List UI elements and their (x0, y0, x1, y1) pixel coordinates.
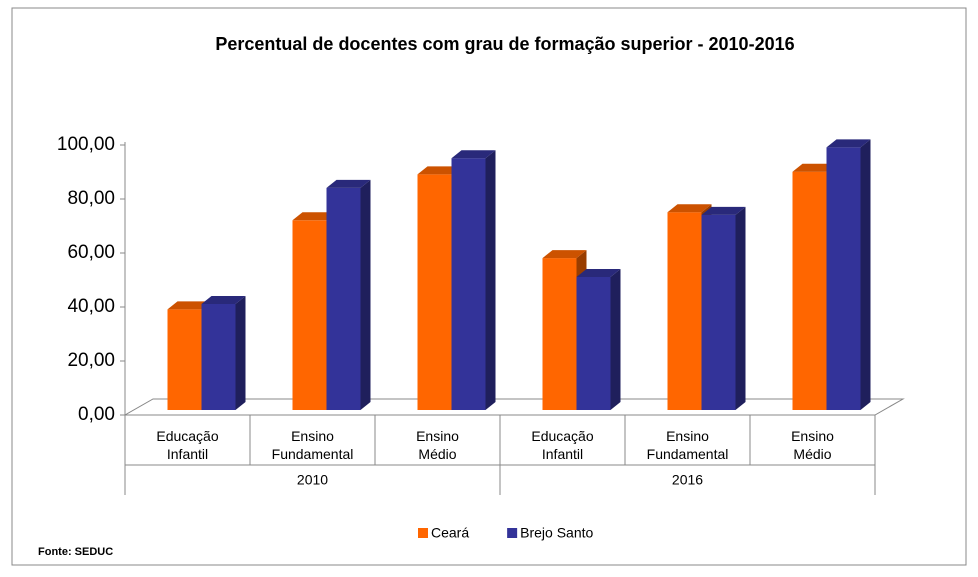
bar (576, 269, 621, 410)
bar-top (326, 179, 371, 188)
bar-side (360, 179, 371, 410)
bar-top (451, 150, 496, 159)
x-tick-label: Ensino Fundamental (647, 428, 729, 462)
bar (451, 150, 496, 410)
bar-top (792, 163, 837, 172)
bar-top (667, 204, 712, 213)
legend-label: Brejo Santo (520, 525, 593, 541)
y-tick-label: 80,00 (67, 188, 115, 209)
bar-top (167, 301, 212, 310)
bar-front (167, 309, 202, 410)
bar-side (485, 150, 496, 410)
group-label: 2016 (672, 472, 703, 488)
bar-top (417, 166, 462, 175)
x-tick-label: Educação Infantil (156, 428, 218, 462)
group-label: 2010 (297, 472, 328, 488)
bar (826, 139, 871, 410)
legend-swatch (418, 528, 428, 538)
bar-front (201, 304, 236, 410)
y-tick-label: 0,00 (78, 404, 115, 425)
bar (326, 179, 371, 410)
y-tick-label: 60,00 (67, 242, 115, 263)
y-tick-label: 100,00 (57, 134, 115, 155)
y-tick-label: 20,00 (67, 350, 115, 371)
bar-side (235, 296, 246, 410)
bar-front (576, 277, 611, 410)
legend-label: Ceará (431, 525, 469, 541)
bar-top (292, 212, 337, 221)
bar-front (792, 171, 827, 410)
bar-front (542, 258, 577, 410)
x-tick-label: Ensino Médio (791, 428, 834, 462)
bar-front (451, 158, 486, 410)
bar-top (201, 296, 246, 304)
chart-title: Percentual de docentes com grau de forma… (215, 34, 794, 54)
bar-front (667, 212, 702, 410)
bar-front (826, 147, 861, 410)
bar-side (735, 206, 746, 410)
x-tick-label: Ensino Fundamental (272, 428, 354, 462)
bar-top (826, 139, 871, 148)
bar-side (610, 269, 621, 410)
bar-top (542, 250, 587, 259)
bar-front (292, 220, 327, 410)
x-tick-label: Educação Infantil (531, 428, 593, 462)
source: Fonte: SEDUC (38, 546, 113, 558)
bar-front (701, 214, 736, 410)
bar (701, 206, 746, 410)
x-tick-label: Ensino Médio (416, 428, 459, 462)
bar (201, 296, 246, 410)
y-tick-label: 40,00 (67, 296, 115, 317)
bar-top (701, 206, 746, 215)
bar-front (417, 174, 452, 410)
bar-front (326, 187, 361, 410)
legend-swatch (507, 528, 518, 538)
bar-top (576, 269, 621, 277)
bar-side (860, 139, 871, 410)
